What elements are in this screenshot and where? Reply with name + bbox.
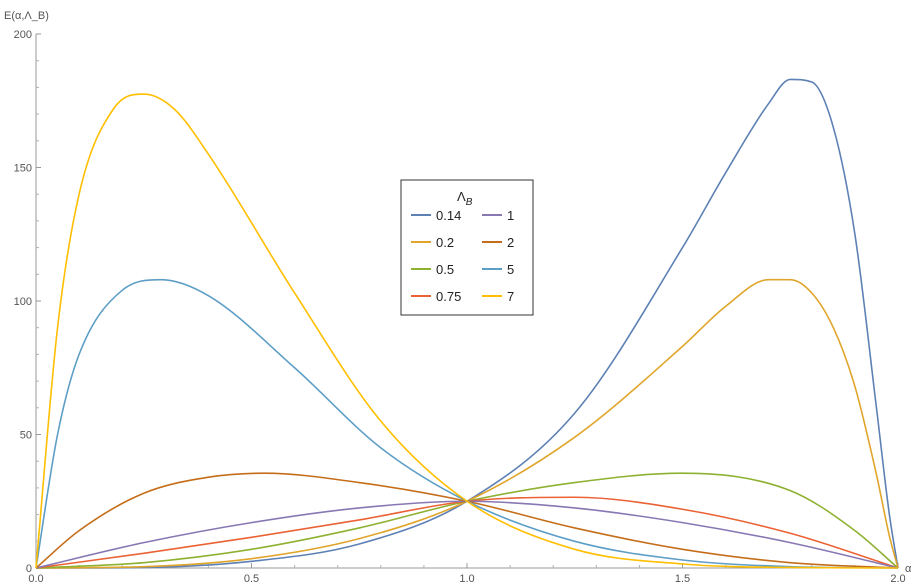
y-axis-title: E(α,Λ_B) [4,10,49,22]
tick-labels: 0.0 0.5 1.0 1.5 2.0 0 50 100 150 200 [14,29,906,585]
series-line-0_5 [35,472,899,569]
legend-label: 1 [507,208,514,223]
y-tick-label: 200 [14,29,32,41]
legend-label: 5 [507,262,514,277]
legend-label: 0.14 [436,208,461,223]
legend-label: 7 [507,289,514,304]
legend-box [400,179,534,316]
series-line-5 [35,278,899,569]
x-tick-label: 1.5 [675,573,690,585]
y-tick-label: 50 [20,430,32,442]
series-line-7 [35,93,899,569]
legend: ΛB 0.14 0.2 0.5 0.75 1 2 5 7 [400,179,534,316]
series-line-0_2 [35,278,899,569]
legend-title: ΛB [457,189,473,208]
series-line-0_75 [35,496,899,569]
series-line-1 [35,500,899,569]
series-line-0_14 [35,78,899,569]
x-tick-label: 2.0 [890,573,905,585]
y-tick-label: 100 [14,296,32,308]
y-tick-label: 150 [14,163,32,175]
x-tick-label: 0.0 [28,573,43,585]
legend-label: 0.75 [436,289,461,304]
legend-label: 0.2 [436,235,454,250]
x-axis-title: α [905,563,912,575]
x-tick-label: 1.0 [459,573,474,585]
legend-label: 0.5 [436,262,454,277]
series-lines [35,78,899,569]
series-line-2 [35,472,899,569]
y-tick-label: 0 [26,563,32,575]
legend-items: 0.14 0.2 0.5 0.75 1 2 5 7 [411,208,514,304]
x-tick-label: 0.5 [244,573,259,585]
legend-label: 2 [507,235,514,250]
